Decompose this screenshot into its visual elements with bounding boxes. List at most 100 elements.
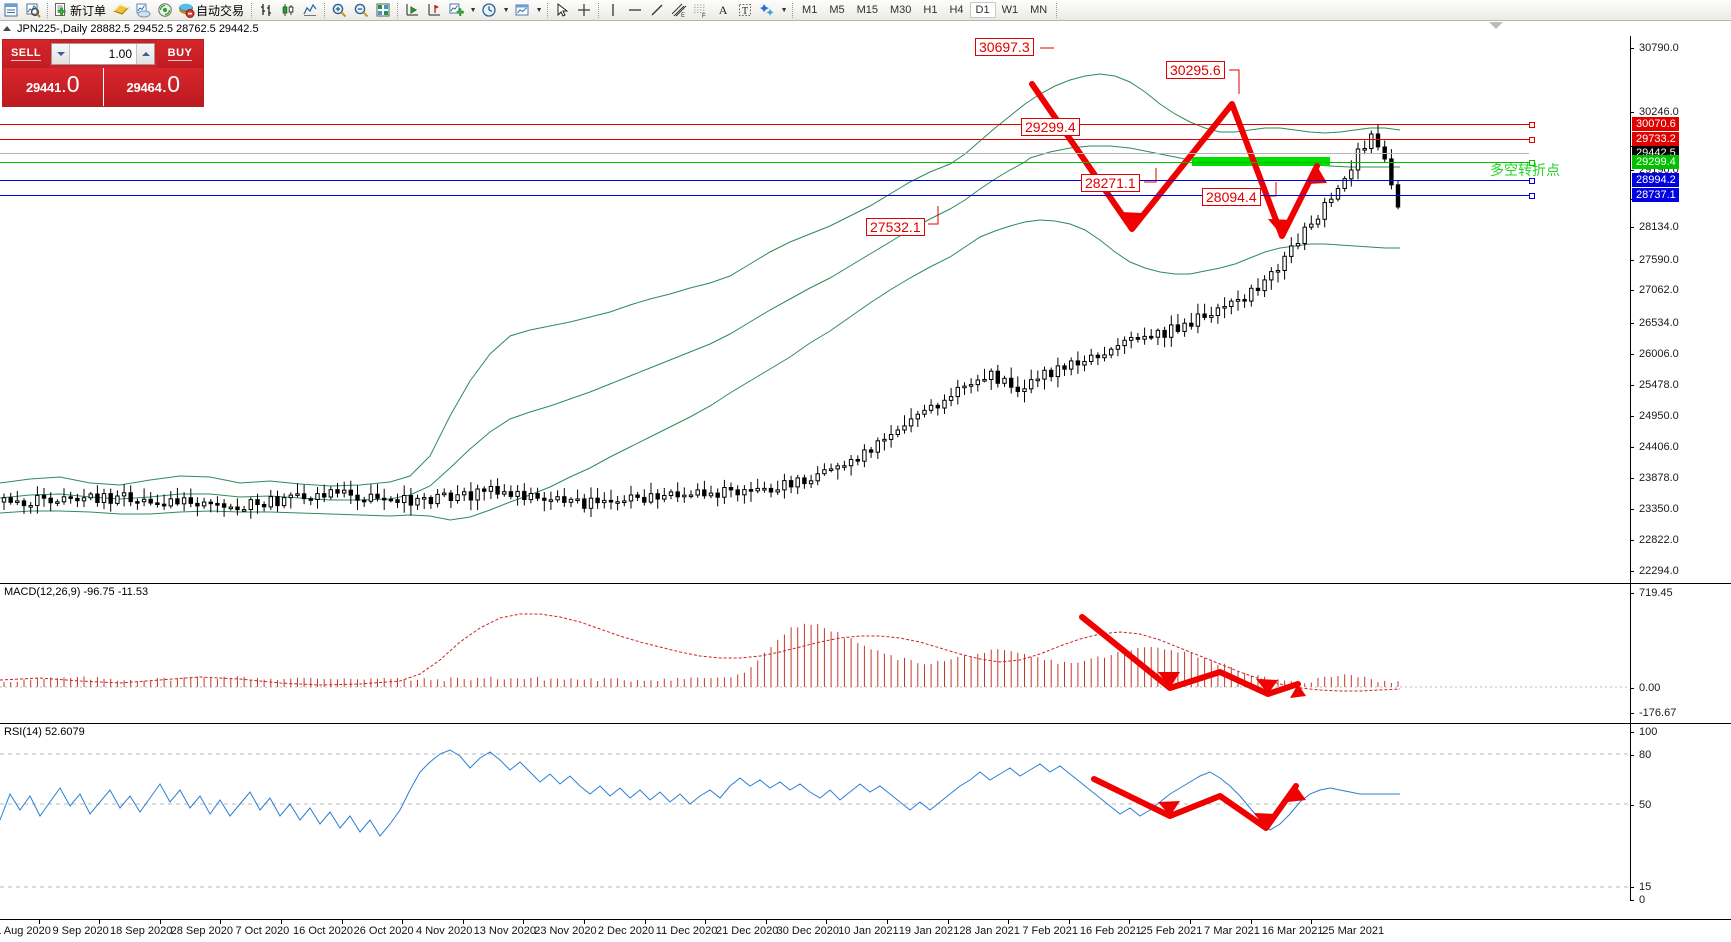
- templates-icon[interactable]: [511, 1, 533, 20]
- axis-tick: 22294.0: [1631, 565, 1679, 577]
- timeframe-h4[interactable]: H4: [949, 4, 964, 16]
- periods-dropdown-icon[interactable]: ▼: [502, 6, 510, 14]
- terminal-icon[interactable]: [0, 1, 22, 20]
- zoom-out-icon[interactable]: [350, 1, 372, 20]
- chart-shift-marker[interactable]: [1489, 22, 1503, 29]
- axis-tick: 0: [1631, 894, 1645, 906]
- time-axis-tick: [341, 920, 343, 924]
- indicators-icon[interactable]: [445, 1, 467, 20]
- annotation-leader-30295: [1229, 69, 1240, 94]
- volume-decrement-button[interactable]: [52, 44, 70, 64]
- timeframe-m30[interactable]: M30: [890, 4, 912, 16]
- price-pane[interactable]: 30790.0 30246.0 29702.0 29190.0 28682.0 …: [0, 36, 1731, 583]
- buy-price[interactable]: 29464 . 0: [102, 68, 204, 106]
- collapse-triangle-icon[interactable]: [3, 26, 11, 31]
- signals-icon[interactable]: [154, 1, 176, 20]
- line-chart-icon[interactable]: [299, 1, 321, 20]
- level-line-29299[interactable]: [0, 160, 1535, 166]
- time-axis-tick: [462, 920, 464, 924]
- crosshair-icon[interactable]: [573, 1, 595, 20]
- timeframe-w1[interactable]: W1: [1001, 4, 1019, 16]
- zoom-in-icon[interactable]: [328, 1, 350, 20]
- one-click-trading-panel[interactable]: SELL 1.00 BUY 29441 . 0 29464 . 0: [2, 39, 204, 107]
- sell-price-dot: .: [62, 79, 66, 95]
- fibonacci-icon[interactable]: F: [690, 1, 712, 20]
- timeframe-m15[interactable]: M15: [856, 4, 878, 16]
- price-plot[interactable]: [0, 36, 1630, 583]
- forecast-drawing-main: [1029, 81, 1327, 239]
- annotation-28271[interactable]: 28271.1: [1081, 174, 1140, 192]
- price-axis-macd[interactable]: 719.45 0.00 -176.67: [1630, 584, 1731, 723]
- level-line-28994[interactable]: [0, 178, 1535, 184]
- time-axis-tick: [1190, 920, 1191, 924]
- axis-tick: 80: [1631, 749, 1651, 761]
- annotation-30697[interactable]: 30697.3: [975, 38, 1034, 56]
- rsi-pane[interactable]: RSI(14) 52.6079 100 80 50 15 0: [0, 723, 1731, 906]
- level-line-30070[interactable]: [0, 122, 1535, 128]
- timeframe-mn[interactable]: MN: [1030, 4, 1048, 16]
- sell-button[interactable]: SELL: [3, 40, 49, 68]
- axis-tick: -176.67: [1631, 707, 1676, 719]
- chart-shift-icon[interactable]: [423, 1, 445, 20]
- price-axis-main[interactable]: 30790.0 30246.0 29702.0 29190.0 28682.0 …: [1630, 36, 1731, 583]
- annotation-30295[interactable]: 30295.6: [1166, 61, 1225, 79]
- annotation-leader-30697: [1040, 47, 1054, 49]
- text-label-icon[interactable]: T: [734, 1, 756, 20]
- level-line-29442[interactable]: [0, 153, 1529, 154]
- autotrading-button[interactable]: 自动交易: [176, 1, 248, 20]
- level-line-29733[interactable]: [0, 137, 1535, 143]
- svg-text:F: F: [702, 14, 706, 19]
- support-zone-highlight[interactable]: [1192, 157, 1330, 166]
- toolbar-separator: [1053, 2, 1060, 19]
- time-axis-tick: [1311, 920, 1313, 924]
- periods-icon[interactable]: [478, 1, 500, 20]
- cursor-icon[interactable]: [551, 1, 573, 20]
- price-axis-rsi[interactable]: 100 80 50 15 0: [1630, 724, 1731, 906]
- macd-pane[interactable]: MACD(12,26,9) -96.75 -11.53 719.45 0.00 …: [0, 583, 1731, 723]
- axis-tick: 28134.0: [1631, 221, 1679, 233]
- equidistant-channel-icon[interactable]: E: [668, 1, 690, 20]
- auto-scroll-icon[interactable]: [401, 1, 423, 20]
- vertical-line-icon[interactable]: [602, 1, 624, 20]
- annotation-28094[interactable]: 28094.4: [1202, 188, 1261, 206]
- shapes-icon[interactable]: [756, 1, 778, 20]
- horizontal-line-icon[interactable]: [624, 1, 646, 20]
- level-line-28737[interactable]: [0, 193, 1535, 199]
- mql-community-icon[interactable]: [132, 1, 154, 20]
- time-axis-label: 7 Oct 2020: [235, 925, 290, 937]
- annotation-27532[interactable]: 27532.1: [866, 218, 925, 236]
- macd-plot[interactable]: [0, 584, 1630, 723]
- volume-stepper[interactable]: 1.00: [51, 43, 155, 65]
- new-order-label: 新订单: [70, 3, 107, 18]
- data-window-icon[interactable]: [22, 1, 44, 20]
- timeframe-m5[interactable]: M5: [829, 4, 845, 16]
- shapes-dropdown-icon[interactable]: ▼: [780, 6, 788, 14]
- volume-increment-button[interactable]: [136, 44, 154, 64]
- timeframe-h1[interactable]: H1: [923, 4, 938, 16]
- text-icon[interactable]: A: [718, 2, 728, 17]
- volume-input[interactable]: 1.00: [108, 47, 132, 61]
- axis-tick: 27062.0: [1631, 284, 1679, 296]
- buy-button[interactable]: BUY: [157, 40, 203, 68]
- timeframe-m1[interactable]: M1: [802, 4, 818, 16]
- bar-chart-icon[interactable]: [255, 1, 277, 20]
- annotation-29299[interactable]: 29299.4: [1021, 118, 1080, 136]
- templates-dropdown-icon[interactable]: ▼: [535, 6, 543, 14]
- svg-text:E: E: [681, 13, 685, 18]
- grid-icon[interactable]: [372, 1, 394, 20]
- time-axis-tick: [1068, 920, 1070, 924]
- expert-advisor-icon[interactable]: [110, 1, 132, 20]
- trendline-icon[interactable]: [646, 1, 668, 20]
- candlestick-chart-icon[interactable]: [277, 1, 299, 20]
- time-axis-label: 23 Nov 2020: [534, 925, 597, 937]
- indicators-dropdown-icon[interactable]: ▼: [469, 6, 477, 14]
- new-order-button[interactable]: 新订单: [51, 1, 110, 20]
- annotation-leader-28094: [1266, 182, 1277, 197]
- sell-price[interactable]: 29441 . 0: [3, 68, 103, 106]
- rsi-plot[interactable]: [0, 724, 1630, 901]
- chevron-up-icon: [141, 52, 150, 56]
- time-axis-label: 7 Feb 2021: [1022, 925, 1079, 937]
- axis-tick: 50: [1631, 799, 1651, 811]
- timeframe-d1[interactable]: D1: [969, 2, 996, 18]
